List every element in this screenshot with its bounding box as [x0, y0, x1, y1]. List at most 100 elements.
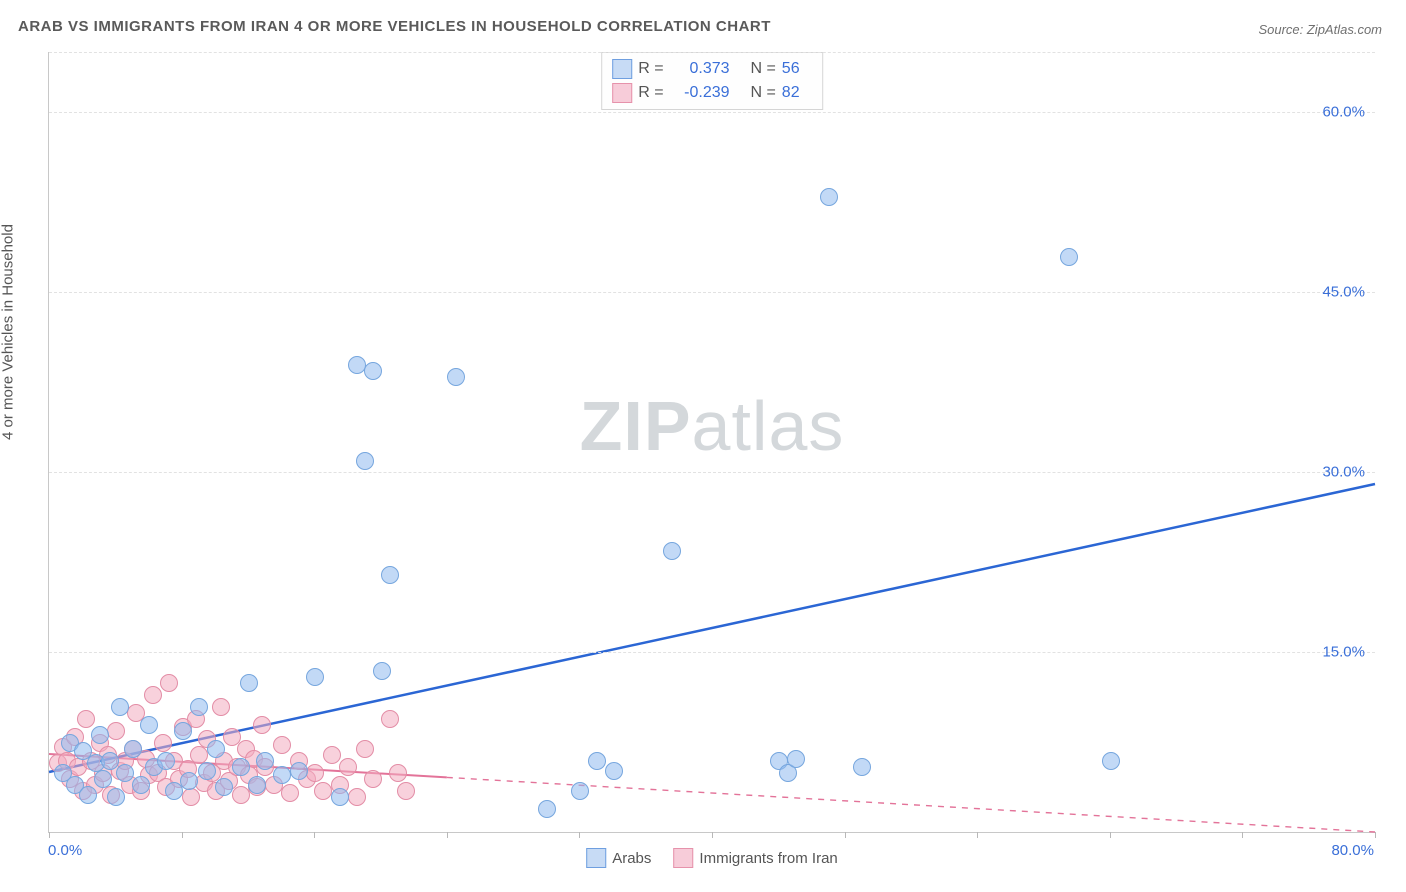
swatch-blue-icon	[612, 59, 632, 79]
legend-item-arabs: Arabs	[586, 848, 651, 868]
x-tick	[1110, 832, 1111, 838]
gridline	[49, 112, 1375, 113]
x-tick	[314, 832, 315, 838]
data-point	[107, 788, 125, 806]
data-point	[91, 726, 109, 744]
data-point	[101, 752, 119, 770]
plot-area: ZIPatlas R = 0.373 N = 56 R = -0.239 N =…	[48, 52, 1375, 833]
data-point	[314, 782, 332, 800]
gridline	[49, 52, 1375, 53]
x-tick	[1375, 832, 1376, 838]
x-tick	[182, 832, 183, 838]
data-point	[157, 752, 175, 770]
data-point	[182, 788, 200, 806]
data-point	[397, 782, 415, 800]
data-point	[306, 764, 324, 782]
data-point	[323, 746, 341, 764]
y-tick-label: 45.0%	[1322, 284, 1365, 301]
data-point	[190, 698, 208, 716]
trend-line	[49, 484, 1375, 772]
swatch-pink-icon	[612, 83, 632, 103]
data-point	[356, 452, 374, 470]
data-point	[364, 362, 382, 380]
data-point	[116, 764, 134, 782]
data-point	[198, 762, 216, 780]
n-value-arabs: 56	[782, 57, 812, 81]
x-tick	[712, 832, 713, 838]
legend-item-iran: Immigrants from Iran	[673, 848, 837, 868]
data-point	[79, 786, 97, 804]
data-point	[273, 766, 291, 784]
r-value-arabs: 0.373	[670, 57, 730, 81]
data-point	[174, 722, 192, 740]
data-point	[273, 736, 291, 754]
y-tick-label: 60.0%	[1322, 104, 1365, 121]
n-label: N =	[750, 81, 775, 105]
x-tick	[977, 832, 978, 838]
data-point	[144, 686, 162, 704]
data-point	[253, 716, 271, 734]
y-axis-label: 4 or more Vehicles in Household	[0, 224, 17, 440]
data-point	[381, 566, 399, 584]
x-tick	[1242, 832, 1243, 838]
data-point	[588, 752, 606, 770]
data-point	[94, 770, 112, 788]
x-tick-min: 0.0%	[48, 842, 82, 859]
y-tick-label: 15.0%	[1322, 644, 1365, 661]
data-point	[373, 662, 391, 680]
data-point	[215, 778, 233, 796]
data-point	[107, 722, 125, 740]
gridline	[49, 472, 1375, 473]
data-point	[331, 788, 349, 806]
data-point	[154, 734, 172, 752]
data-point	[1060, 248, 1078, 266]
x-tick	[579, 832, 580, 838]
legend-label-iran: Immigrants from Iran	[699, 850, 837, 867]
data-point	[306, 668, 324, 686]
swatch-blue-icon	[586, 848, 606, 868]
data-point	[356, 740, 374, 758]
legend-label-arabs: Arabs	[612, 850, 651, 867]
data-point	[339, 758, 357, 776]
data-point	[124, 740, 142, 758]
gridline	[49, 292, 1375, 293]
x-tick	[845, 832, 846, 838]
watermark-bold: ZIP	[580, 387, 692, 465]
chart-title: ARAB VS IMMIGRANTS FROM IRAN 4 OR MORE V…	[18, 18, 771, 35]
data-point	[160, 674, 178, 692]
data-point	[232, 758, 250, 776]
data-point	[348, 788, 366, 806]
data-point	[240, 674, 258, 692]
n-label: N =	[750, 57, 775, 81]
x-tick	[49, 832, 50, 838]
data-point	[853, 758, 871, 776]
data-point	[663, 542, 681, 560]
r-label: R =	[638, 81, 663, 105]
data-point	[1102, 752, 1120, 770]
y-tick-label: 30.0%	[1322, 464, 1365, 481]
data-point	[538, 800, 556, 818]
r-value-iran: -0.239	[670, 81, 730, 105]
data-point	[787, 750, 805, 768]
stats-row-arabs: R = 0.373 N = 56	[612, 57, 812, 81]
data-point	[820, 188, 838, 206]
x-tick-max: 80.0%	[1331, 842, 1374, 859]
data-point	[281, 784, 299, 802]
data-point	[232, 786, 250, 804]
data-point	[290, 762, 308, 780]
n-value-iran: 82	[782, 81, 812, 105]
data-point	[212, 698, 230, 716]
gridline	[49, 652, 1375, 653]
source-label: Source: ZipAtlas.com	[1258, 22, 1382, 37]
data-point	[111, 698, 129, 716]
data-point	[605, 762, 623, 780]
data-point	[381, 710, 399, 728]
watermark-light: atlas	[692, 387, 845, 465]
data-point	[140, 716, 158, 734]
stats-row-iran: R = -0.239 N = 82	[612, 81, 812, 105]
swatch-pink-icon	[673, 848, 693, 868]
x-tick	[447, 832, 448, 838]
data-point	[447, 368, 465, 386]
data-point	[571, 782, 589, 800]
watermark: ZIPatlas	[580, 386, 845, 466]
